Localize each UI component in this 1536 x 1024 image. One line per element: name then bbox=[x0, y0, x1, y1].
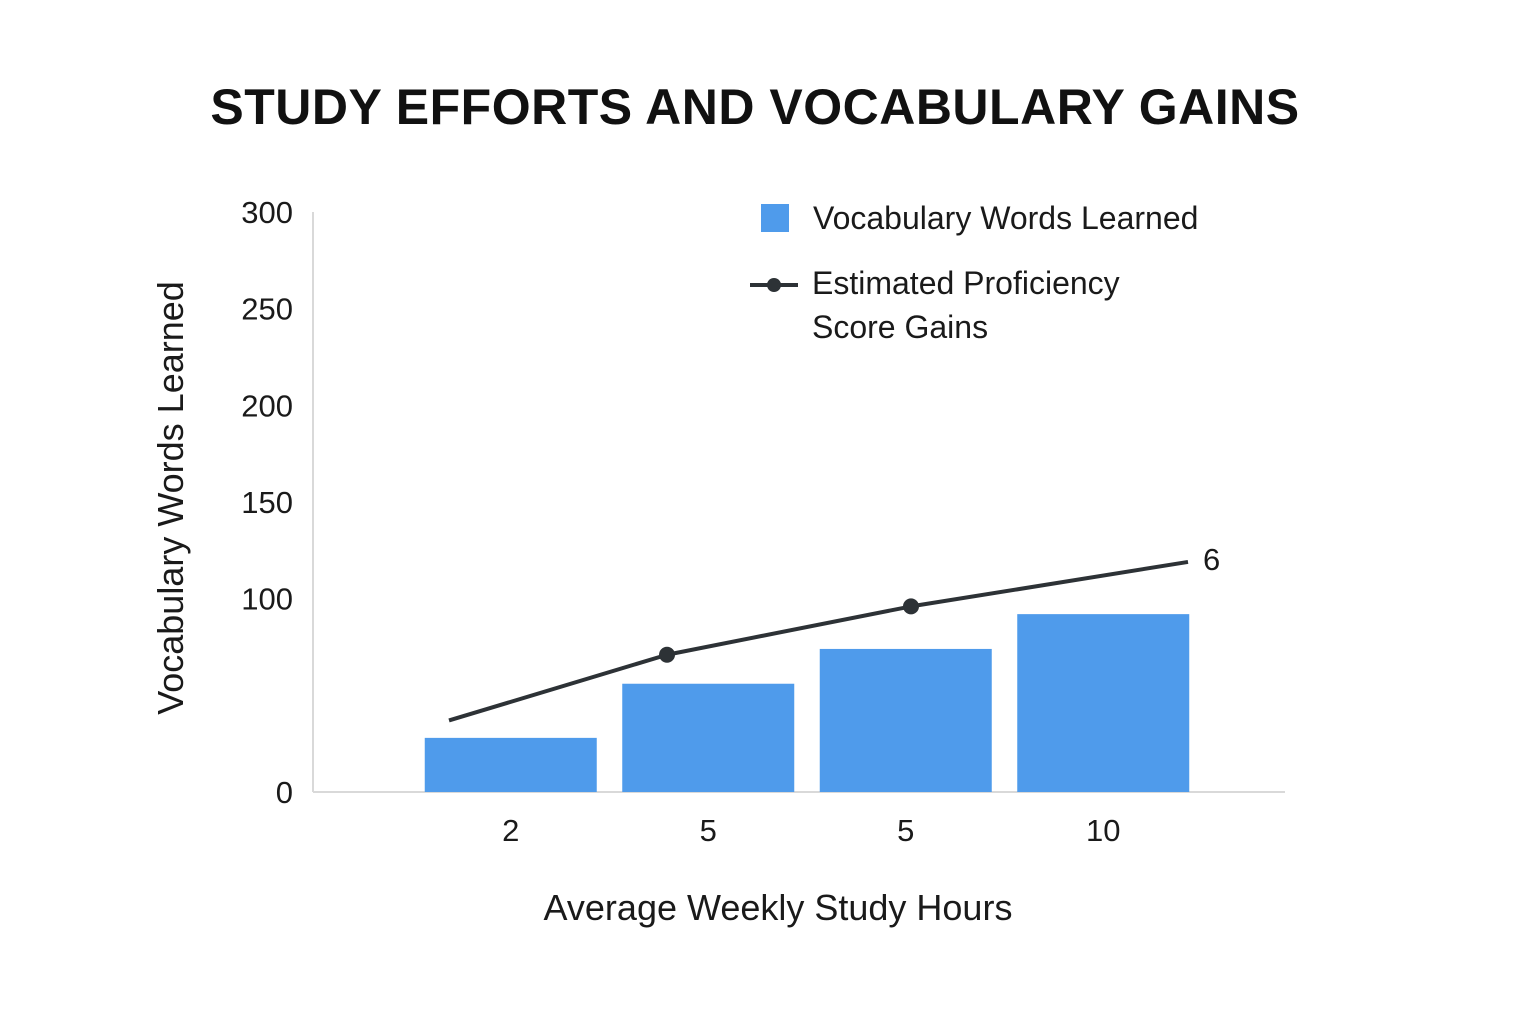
x-axis-title: Average Weekly Study Hours bbox=[544, 887, 1013, 928]
y-axis-title: Vocabulary Words Learned bbox=[150, 281, 191, 715]
bar bbox=[424, 737, 597, 792]
y-tick-label: 200 bbox=[241, 388, 293, 423]
line-series: 6 bbox=[448, 542, 1220, 723]
chart-title: STUDY EFFORTS AND VOCABULARY GAINS bbox=[210, 79, 1300, 135]
legend-bar-swatch bbox=[761, 204, 789, 232]
legend-line-label: Estimated Proficiency Score Gains bbox=[812, 265, 1129, 345]
legend: Vocabulary Words Learned Estimated Profi… bbox=[750, 200, 1198, 345]
legend-line-marker bbox=[767, 278, 781, 292]
legend-line-label-line-2: Score Gains bbox=[812, 309, 988, 345]
y-tick-label: 250 bbox=[241, 292, 293, 327]
y-tick-label: 300 bbox=[241, 195, 293, 230]
bar bbox=[622, 683, 795, 792]
x-tick-label: 2 bbox=[502, 813, 519, 848]
bar-series bbox=[424, 614, 1190, 792]
x-tick-label: 5 bbox=[897, 813, 914, 848]
legend-line-label-line-1: Estimated Proficiency bbox=[812, 265, 1120, 301]
line-point bbox=[659, 646, 675, 663]
y-tick-label: 0 bbox=[276, 775, 293, 810]
bar bbox=[1017, 614, 1190, 792]
line-end-label: 6 bbox=[1203, 542, 1220, 577]
x-tick-label: 10 bbox=[1086, 813, 1120, 848]
y-tick-label: 100 bbox=[241, 582, 293, 617]
line-point bbox=[903, 598, 919, 615]
proficiency-line bbox=[448, 559, 1189, 723]
y-tick-labels: 0 100 150 200 250 300 bbox=[241, 195, 293, 810]
y-tick-label: 150 bbox=[241, 485, 293, 520]
x-tick-labels: 2 5 5 10 bbox=[502, 813, 1120, 848]
bar bbox=[819, 648, 992, 792]
x-tick-label: 5 bbox=[700, 813, 717, 848]
legend-bar-label: Vocabulary Words Learned bbox=[813, 200, 1198, 236]
